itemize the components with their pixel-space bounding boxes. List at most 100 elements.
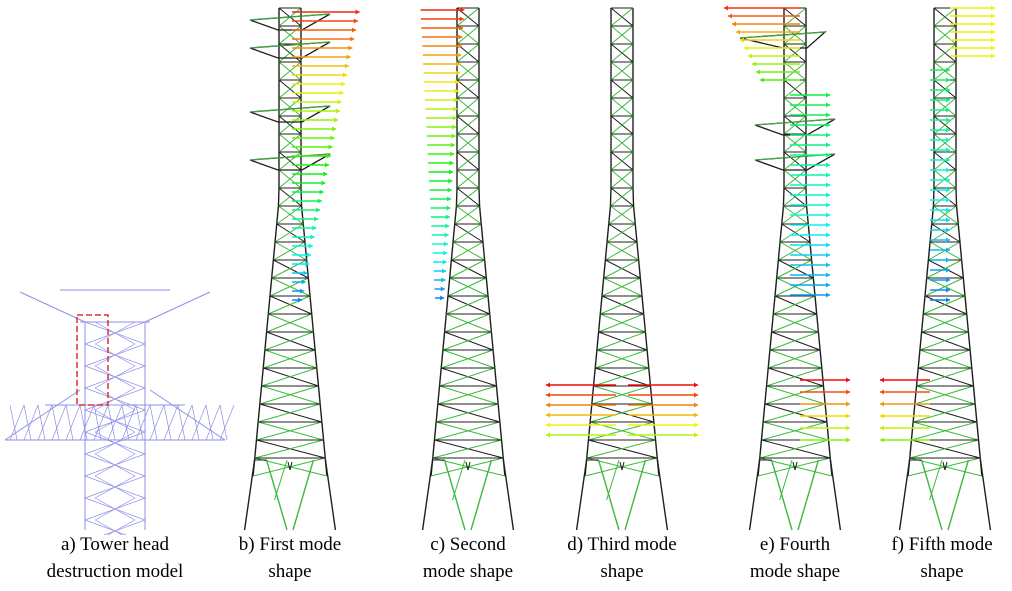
member <box>770 332 818 350</box>
member <box>767 368 769 386</box>
member <box>773 296 815 314</box>
arrow-head <box>447 197 451 202</box>
member <box>607 242 639 260</box>
caption: a) Tower headdestruction model <box>30 531 200 585</box>
member <box>263 350 265 368</box>
arrow-head <box>352 28 356 33</box>
arrow-head <box>694 433 698 438</box>
arrow-head <box>314 217 318 222</box>
member <box>220 405 227 440</box>
member <box>260 386 262 404</box>
arrow-head <box>546 383 550 388</box>
tower-mode-shape <box>421 8 514 531</box>
member <box>780 224 808 242</box>
arrow-head <box>356 10 360 15</box>
arrow-head <box>320 190 324 195</box>
member <box>780 224 782 242</box>
arrow-head <box>991 54 995 59</box>
member <box>960 242 962 260</box>
member <box>760 440 762 458</box>
arrow-head <box>728 14 732 19</box>
member <box>440 368 442 386</box>
member <box>446 314 491 332</box>
member <box>456 206 481 224</box>
member <box>604 260 639 278</box>
member <box>453 460 465 500</box>
member <box>609 224 637 242</box>
member <box>594 368 649 386</box>
member <box>652 404 654 422</box>
arrow-head <box>546 433 550 438</box>
member <box>980 460 990 530</box>
member <box>66 405 80 440</box>
arrow-head <box>694 383 698 388</box>
member <box>602 296 644 314</box>
member <box>258 404 260 422</box>
member <box>10 405 24 440</box>
member <box>52 405 59 440</box>
arrow-head <box>826 103 830 108</box>
member <box>920 350 972 368</box>
member <box>923 296 965 314</box>
member <box>778 242 780 260</box>
arrow-head <box>458 35 462 40</box>
member <box>932 206 957 224</box>
caption-line: shape <box>537 558 707 585</box>
member <box>813 278 815 296</box>
member <box>278 206 303 224</box>
arrow-head <box>826 163 830 168</box>
member <box>483 242 485 260</box>
member <box>827 422 829 440</box>
member <box>823 386 825 404</box>
caption: f) Fifth modeshape <box>857 531 1012 585</box>
member <box>145 292 210 322</box>
caption-line: shape <box>205 558 375 585</box>
member <box>770 332 772 350</box>
member <box>433 440 435 458</box>
member <box>423 460 433 530</box>
member <box>308 278 310 296</box>
arrow-head <box>329 145 333 150</box>
member <box>610 206 635 224</box>
arrow-head <box>946 168 950 173</box>
arrow-head <box>991 30 995 35</box>
arrow-head <box>826 173 830 178</box>
member <box>481 224 483 242</box>
arrow-head <box>826 253 830 258</box>
member <box>277 206 302 224</box>
member <box>455 224 483 242</box>
member <box>773 296 775 314</box>
member <box>755 119 835 125</box>
arrow-head <box>445 233 449 238</box>
member <box>600 314 645 332</box>
member <box>441 350 493 368</box>
member <box>262 368 264 386</box>
arrow-head <box>991 6 995 11</box>
member <box>486 278 488 296</box>
member <box>817 314 819 332</box>
arrow-head <box>991 46 995 51</box>
arrow-head <box>443 251 447 256</box>
member <box>446 296 488 314</box>
member <box>825 404 827 422</box>
tower-mode-shape <box>724 6 850 531</box>
member <box>930 242 962 260</box>
arrow-head <box>694 403 698 408</box>
member <box>775 296 817 314</box>
member <box>436 404 438 422</box>
member <box>495 368 497 386</box>
arrow-head <box>339 91 343 96</box>
caption: c) Secondmode shape <box>383 531 553 585</box>
arrow-head <box>338 100 342 105</box>
member <box>770 350 822 368</box>
arrow-head <box>336 109 340 114</box>
arrow-head <box>744 46 748 51</box>
member <box>599 332 647 350</box>
arrow-head <box>880 378 884 383</box>
arrow-head <box>445 224 449 229</box>
member <box>963 278 965 296</box>
member <box>782 206 784 224</box>
member <box>900 460 910 530</box>
member <box>485 260 487 278</box>
arrow-head <box>946 218 950 223</box>
